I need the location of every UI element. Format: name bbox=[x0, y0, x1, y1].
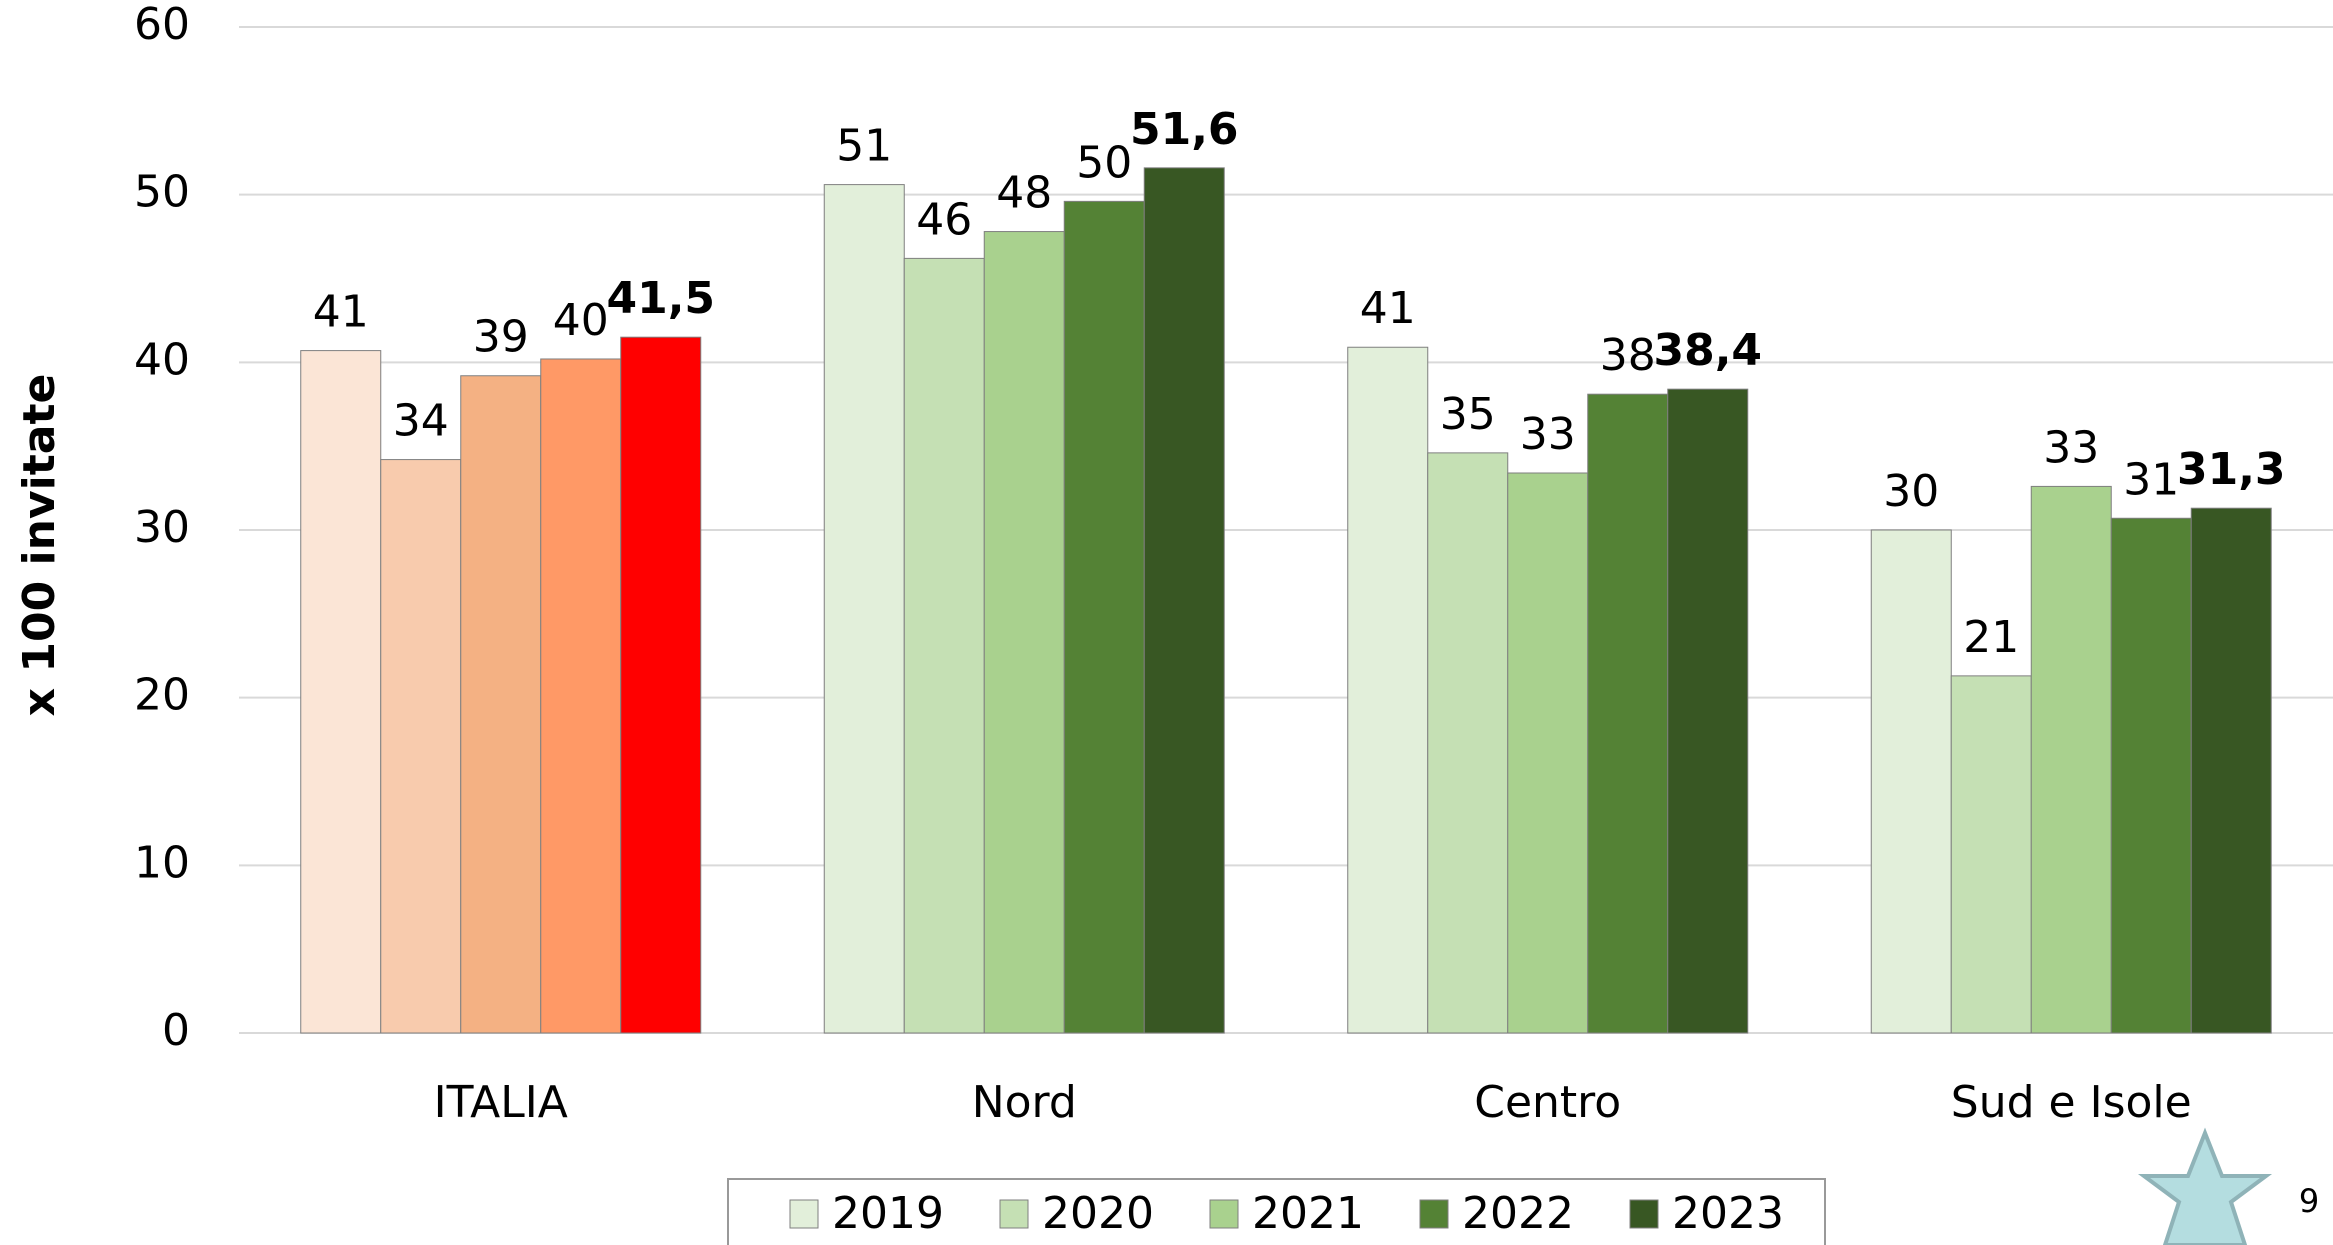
y-tick-label: 30 bbox=[134, 502, 190, 553]
bar bbox=[1063, 200, 1145, 1034]
bar bbox=[983, 231, 1065, 1034]
page-number: 9 bbox=[2299, 1182, 2319, 1220]
bar bbox=[1143, 167, 1225, 1034]
y-tick-label: 40 bbox=[134, 334, 190, 385]
value-label: 51,6 bbox=[1130, 104, 1239, 155]
bar bbox=[540, 358, 622, 1034]
bar bbox=[380, 459, 462, 1034]
bar bbox=[1347, 346, 1429, 1034]
value-label: 33 bbox=[2043, 422, 2099, 473]
bar bbox=[460, 375, 542, 1034]
legend-label: 2023 bbox=[1672, 1188, 1784, 1239]
legend-swatch bbox=[1209, 1199, 1239, 1229]
legend-label: 2021 bbox=[1252, 1188, 1364, 1239]
legend-swatch bbox=[1419, 1199, 1449, 1229]
value-label: 48 bbox=[996, 168, 1052, 219]
legend-label: 2019 bbox=[832, 1188, 944, 1239]
legend-label: 2022 bbox=[1462, 1188, 1574, 1239]
y-tick-label: 20 bbox=[134, 670, 190, 721]
value-label: 40 bbox=[553, 295, 609, 346]
x-tick-label: ITALIA bbox=[434, 1077, 568, 1128]
value-label: 39 bbox=[473, 312, 529, 363]
value-label: 38 bbox=[1600, 330, 1656, 381]
y-axis-title: x 100 invitate bbox=[14, 374, 65, 717]
bar bbox=[2030, 485, 2112, 1034]
legend-swatch bbox=[789, 1199, 819, 1229]
x-tick-label: Centro bbox=[1474, 1077, 1621, 1128]
bar bbox=[1427, 452, 1509, 1034]
bar bbox=[1507, 472, 1589, 1034]
legend-swatch bbox=[999, 1199, 1029, 1229]
value-label: 30 bbox=[1883, 466, 1939, 517]
y-tick-label: 50 bbox=[134, 167, 190, 218]
bar bbox=[620, 336, 702, 1034]
x-tick-label: Nord bbox=[972, 1077, 1077, 1128]
bar bbox=[1587, 393, 1669, 1034]
bar bbox=[903, 257, 985, 1034]
star-icon bbox=[2137, 1127, 2273, 1245]
bar bbox=[823, 184, 905, 1034]
value-label: 34 bbox=[393, 396, 449, 447]
bar bbox=[2190, 507, 2272, 1034]
y-tick-label: 0 bbox=[162, 1005, 190, 1056]
x-tick-label: Sud e Isole bbox=[1951, 1077, 2192, 1128]
legend-label: 2020 bbox=[1042, 1188, 1154, 1239]
value-label: 50 bbox=[1076, 137, 1132, 188]
value-label: 51 bbox=[836, 121, 892, 172]
bar bbox=[1950, 675, 2032, 1034]
bar bbox=[2110, 517, 2192, 1034]
y-tick-label: 10 bbox=[134, 837, 190, 888]
value-label: 31 bbox=[2123, 454, 2179, 505]
value-label: 41,5 bbox=[606, 273, 715, 324]
value-label: 21 bbox=[1963, 612, 2019, 663]
value-label: 31,3 bbox=[2177, 444, 2286, 495]
value-label: 33 bbox=[1520, 409, 1576, 460]
legend-swatch bbox=[1629, 1199, 1659, 1229]
value-label: 46 bbox=[916, 194, 972, 245]
value-label: 41 bbox=[1360, 283, 1416, 334]
value-label: 38,4 bbox=[1653, 325, 1762, 376]
bar bbox=[1870, 529, 1952, 1034]
value-label: 35 bbox=[1440, 389, 1496, 440]
bar bbox=[300, 350, 382, 1034]
y-tick-label: 60 bbox=[134, 0, 190, 50]
value-label: 41 bbox=[313, 287, 369, 338]
bar bbox=[1667, 388, 1749, 1034]
